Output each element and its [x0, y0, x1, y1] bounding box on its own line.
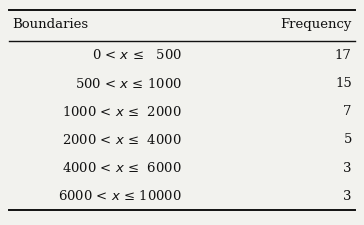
Text: 2000 < $x$ ≤  4000: 2000 < $x$ ≤ 4000: [62, 133, 182, 147]
Text: 4000 < $x$ ≤  6000: 4000 < $x$ ≤ 6000: [62, 161, 182, 175]
Text: 3: 3: [343, 162, 352, 175]
Text: 3: 3: [343, 190, 352, 203]
Text: Boundaries: Boundaries: [12, 18, 88, 31]
Text: 0 < $x$ ≤   500: 0 < $x$ ≤ 500: [92, 48, 182, 63]
Text: 500 < $x$ ≤ 1000: 500 < $x$ ≤ 1000: [75, 76, 182, 91]
Text: 5: 5: [343, 133, 352, 146]
Text: 17: 17: [335, 49, 352, 62]
Text: 15: 15: [335, 77, 352, 90]
Text: Frequency: Frequency: [280, 18, 352, 31]
Text: 7: 7: [343, 105, 352, 118]
Text: 6000 < $x$ ≤ 10000: 6000 < $x$ ≤ 10000: [58, 189, 182, 203]
Text: 1000 < $x$ ≤  2000: 1000 < $x$ ≤ 2000: [62, 105, 182, 119]
